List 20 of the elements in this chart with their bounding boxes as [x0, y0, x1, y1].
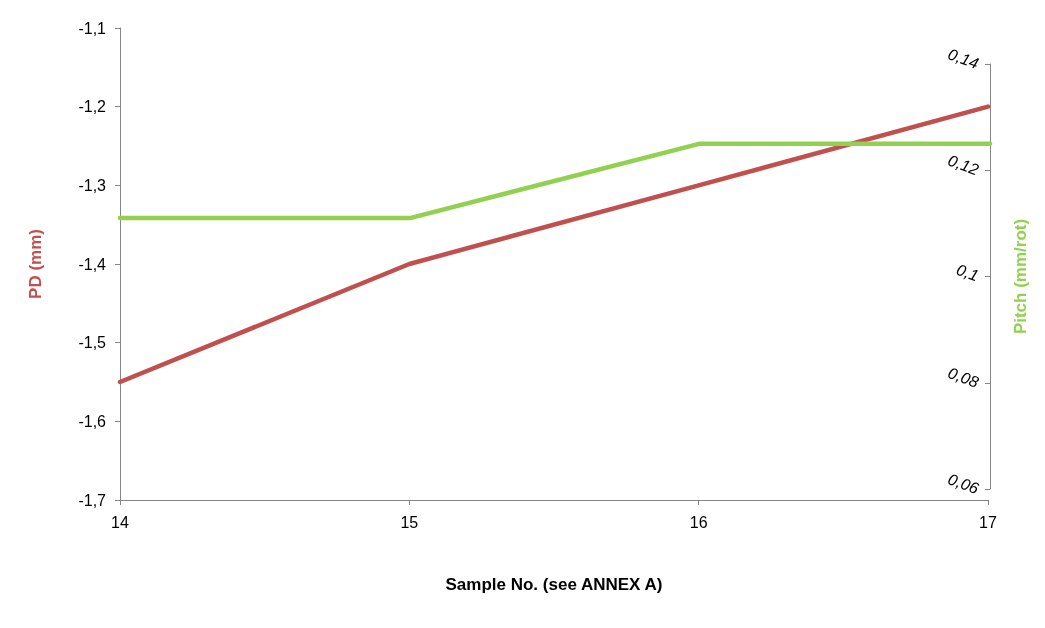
y-axis-title: PD (mm) — [26, 229, 45, 299]
y-tick-label: -1,6 — [78, 412, 107, 430]
x-axis-title: Sample No. (see ANNEX A) — [445, 575, 663, 594]
line-series — [117, 104, 991, 385]
y-tick-label: -1,2 — [78, 98, 107, 116]
x-tick-label: 15 — [400, 513, 419, 531]
y2-tick-label: 0,06 — [945, 470, 981, 498]
y-tick-label: -1,3 — [78, 176, 107, 194]
y-tick-label: -1,5 — [78, 334, 107, 352]
y-tick-label: -1,4 — [78, 255, 107, 273]
x-tick-label: 14 — [111, 513, 129, 531]
y2-tick-label: 0,14 — [945, 45, 981, 73]
y-tick-label: -1,7 — [78, 491, 107, 509]
y2-tick-label: 0,08 — [945, 364, 981, 391]
x-tick-label: 16 — [689, 513, 708, 531]
y-tick-label: -1,1 — [78, 19, 107, 37]
y2-tick-label: 0,1 — [954, 260, 981, 285]
x-tick-label: 17 — [979, 513, 997, 531]
y2-tick-label: 0,12 — [945, 151, 981, 179]
y2-axis-title: Pitch (mm/rot) — [1011, 218, 1030, 335]
